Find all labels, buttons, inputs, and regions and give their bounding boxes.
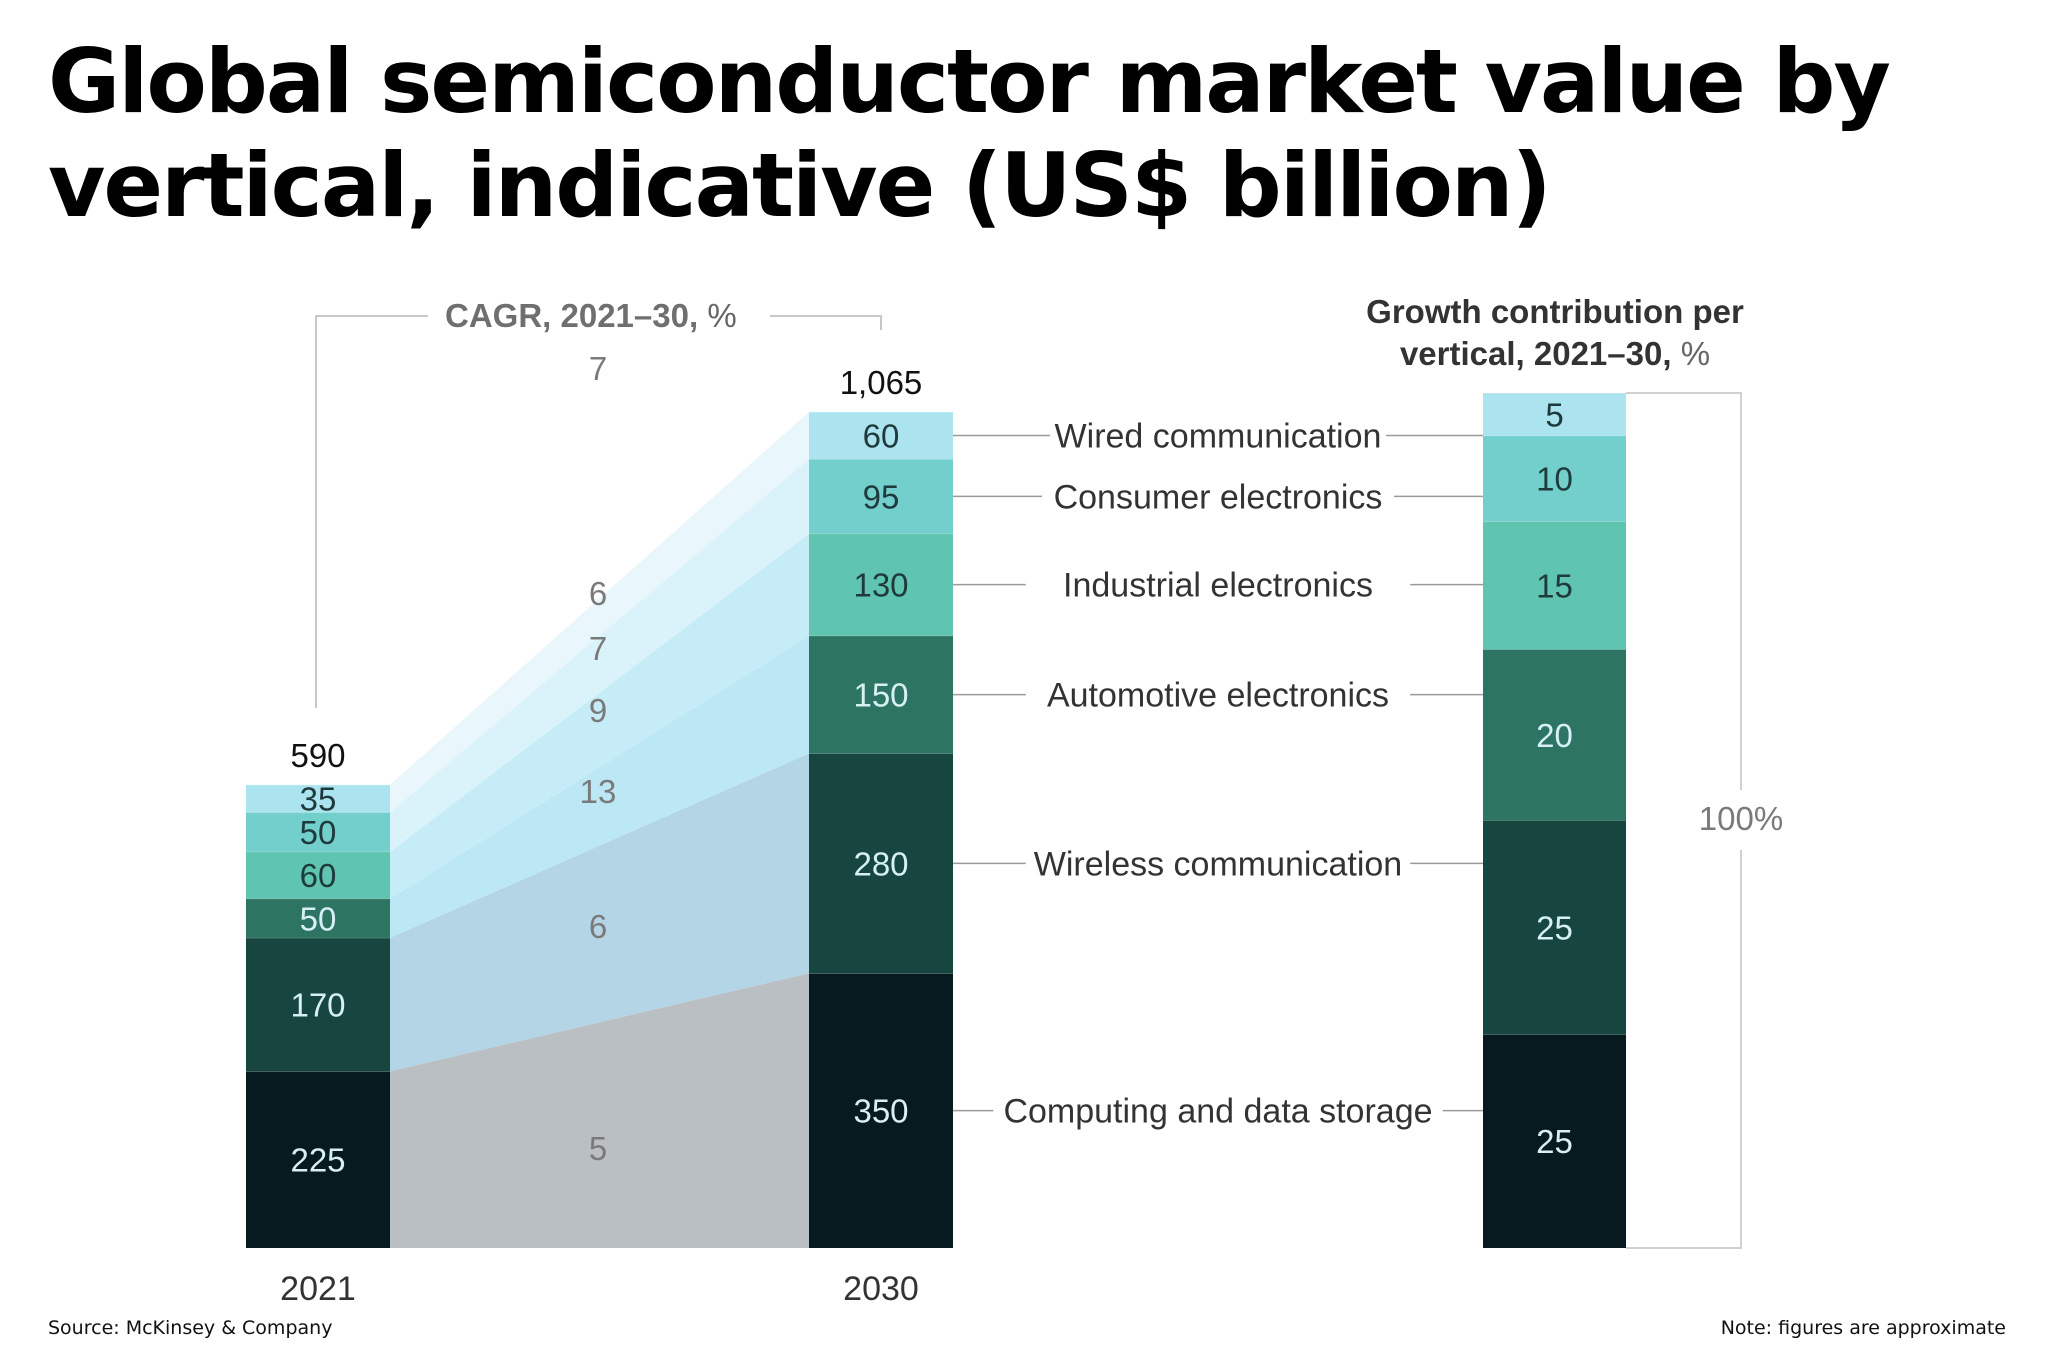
segment-value-2021-consumer: 50	[300, 814, 337, 851]
bar-segment-2030-industrial	[809, 533, 953, 636]
bar-segment-2030-consumer	[809, 459, 953, 534]
cagr-value-industrial: 9	[589, 692, 607, 729]
growth-header-unit: %	[1681, 335, 1710, 372]
growth-value-wired: 5	[1545, 396, 1563, 433]
growth-value-wireless: 25	[1536, 909, 1573, 946]
vertical-label-industrial: Industrial electronics	[1063, 567, 1373, 605]
growth-segment-wireless	[1483, 820, 1626, 1035]
segment-value-2030-industrial: 130	[853, 567, 908, 604]
connector-area-computing	[390, 973, 809, 1248]
growth-value-automotive: 20	[1536, 717, 1573, 754]
bar-segment-2021-automotive	[246, 898, 390, 938]
connector-area-automotive	[390, 635, 809, 938]
bar-total-2021: 590	[290, 737, 345, 774]
connector-area-wired	[390, 411, 809, 813]
growth-segment-industrial	[1483, 521, 1626, 650]
cagr-header-text: CAGR, 2021–30,	[445, 297, 707, 334]
bar-segment-2030-wireless	[809, 753, 953, 974]
chart-title: Global semiconductor market value by ver…	[48, 30, 1891, 237]
growth-value-consumer: 10	[1536, 461, 1573, 498]
cagr-value-consumer: 7	[589, 630, 607, 667]
vertical-label-consumer: Consumer electronics	[1054, 478, 1383, 516]
vertical-label-automotive: Automotive electronics	[1047, 677, 1389, 715]
segment-value-2021-wireless: 170	[290, 987, 345, 1024]
vertical-label-wireless: Wireless communication	[1034, 845, 1402, 883]
segment-value-2030-wireless: 280	[853, 845, 908, 882]
connector-area-wireless	[390, 753, 809, 1072]
connector-area-consumer	[390, 459, 809, 852]
growth-segment-consumer	[1483, 435, 1626, 522]
cagr-value-computing: 5	[589, 1130, 607, 1167]
bar-segment-2030-computing	[809, 973, 953, 1248]
bar-segment-2030-wired	[809, 411, 953, 460]
bar-segment-2030-automotive	[809, 635, 953, 754]
year-label-2021: 2021	[280, 1270, 356, 1308]
growth-bracket-top	[1626, 392, 1742, 790]
bar-segment-2021-wired	[246, 784, 390, 813]
cagr-bracket-left	[315, 315, 428, 708]
vertical-label-computing: Computing and data storage	[1003, 1093, 1432, 1131]
bar-segment-2021-consumer	[246, 812, 390, 852]
segment-value-2030-computing: 350	[853, 1093, 908, 1130]
vertical-label-wired: Wired communication	[1055, 418, 1382, 456]
growth-header-text: vertical, 2021–30,	[1400, 335, 1681, 372]
cagr-value-wired: 6	[589, 575, 607, 612]
bar-total-2030: 1,065	[840, 364, 923, 401]
growth-segment-wired	[1483, 393, 1626, 436]
growth-total-label: 100%	[1699, 800, 1783, 837]
growth-value-computing: 25	[1536, 1123, 1573, 1160]
growth-header-line1: Growth contribution per	[1366, 293, 1744, 330]
growth-segment-computing	[1483, 1034, 1626, 1248]
bar-segment-2021-industrial	[246, 851, 390, 899]
bar-segment-2021-computing	[246, 1071, 390, 1248]
cagr-overall-value: 7	[589, 350, 607, 387]
source-note: Source: McKinsey & Company	[48, 1317, 333, 1339]
segment-value-2021-automotive: 50	[300, 900, 337, 937]
cagr-header-unit: %	[707, 297, 736, 334]
cagr-header: CAGR, 2021–30, %	[445, 297, 737, 334]
cagr-value-automotive: 13	[580, 773, 617, 810]
segment-value-2030-consumer: 95	[863, 478, 900, 515]
growth-bracket-bottom	[1626, 850, 1742, 1249]
year-label-2030: 2030	[843, 1270, 919, 1308]
segment-value-2030-wired: 60	[863, 418, 900, 455]
growth-header-line2: vertical, 2021–30, %	[1400, 335, 1710, 372]
growth-value-industrial: 15	[1536, 567, 1573, 604]
cagr-value-wireless: 6	[589, 908, 607, 945]
cagr-bracket-right	[770, 315, 882, 330]
segment-value-2021-industrial: 60	[300, 857, 337, 894]
growth-segment-automotive	[1483, 649, 1626, 821]
segment-value-2021-computing: 225	[290, 1142, 345, 1179]
segment-value-2030-automotive: 150	[853, 677, 908, 714]
bar-segment-2021-wireless	[246, 937, 390, 1072]
approximation-note: Note: figures are approximate	[1720, 1317, 2006, 1339]
segment-value-2021-wired: 35	[300, 781, 337, 818]
connector-area-industrial	[390, 533, 809, 899]
